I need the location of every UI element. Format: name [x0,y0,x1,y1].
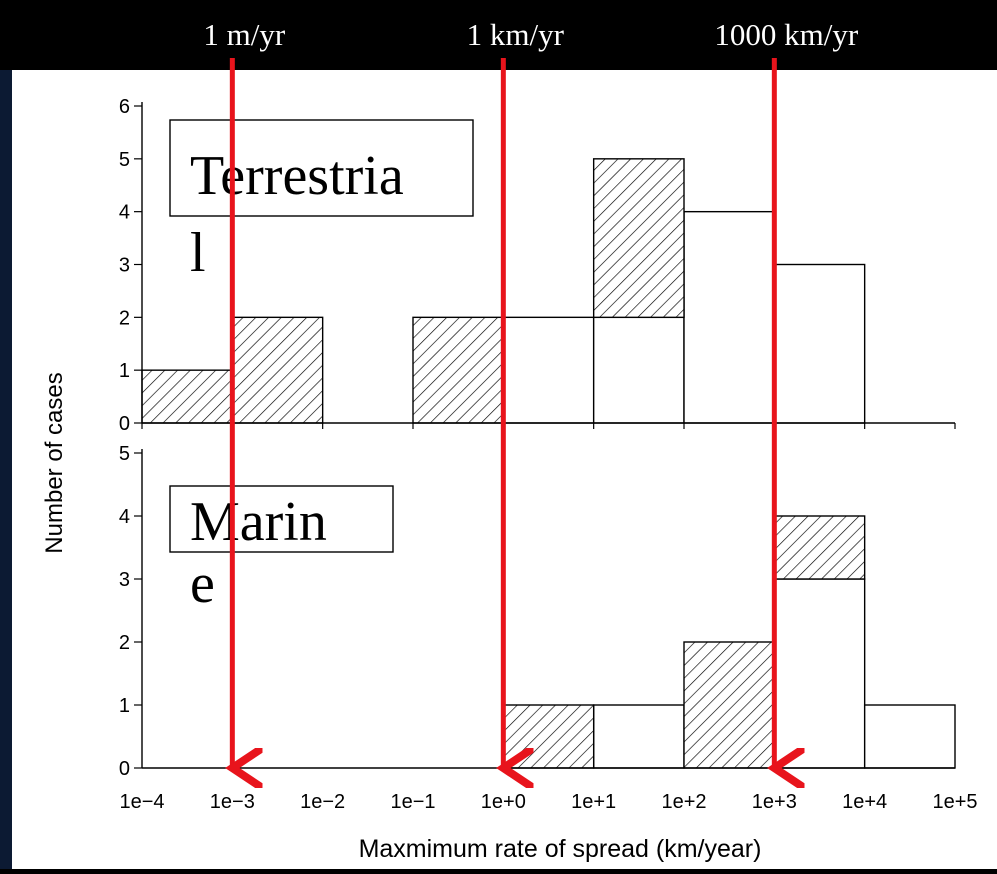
y-tick-label: 2 [119,632,130,654]
left-edge-shade [0,70,12,869]
bar-open [592,316,685,424]
y-tick-label: 5 [119,149,130,171]
panel-label-box [169,485,394,553]
bar-hatched [231,316,324,424]
y-tick-label: 2 [119,307,130,329]
x-tick-label: 1e−3 [210,791,255,813]
x-axis: 1e−4 1e−3 1e−2 1e−1 1e+0 1e+1 1e+2 1e+3 1e+4 1e+5 [119,791,977,813]
rate-marker-label: 1 km/yr [467,17,565,52]
histogram-panels: 0 1 2 3 4 5 6 0 1 2 3 4 5 [119,96,956,780]
x-axis-label: Maxmimum rate of spread (km/year) [359,835,762,863]
y-tick-label: 3 [119,255,130,277]
panel-2: 0 1 2 3 4 5 [119,443,956,780]
x-tick-label: 1e+1 [571,791,616,813]
panel-label: Terrestria l [190,145,404,284]
bar-open [773,578,866,769]
y-tick-label: 6 [119,96,130,118]
bar-open [773,263,866,424]
y-tick-label: 3 [119,569,130,591]
bar-open [683,210,776,424]
x-tick-label: 1e−4 [119,791,164,813]
y-tick-label: 4 [119,506,130,528]
y-tick-label: 1 [119,695,130,717]
x-tick-label: 1e+2 [661,791,706,813]
y-axis-label: Number of cases [41,372,68,553]
x-tick-label: 1e−1 [390,791,435,813]
bar-hatched [141,369,234,424]
panel-label-box [169,119,474,217]
x-tick-label: 1e+5 [932,791,977,813]
x-tick-label: 1e+0 [481,791,526,813]
y-tick-label: 4 [119,202,130,224]
panel-label: Marin e [190,491,327,615]
bar-open [592,704,685,769]
y-tick-label: 1 [119,360,130,382]
rate-marker-label: 1000 km/yr [714,17,858,52]
x-tick-label: 1e+3 [752,791,797,813]
bar-hatched [502,704,595,769]
bar-hatched [773,515,866,580]
panel-labels: Terrestria l Marin e [169,119,474,615]
bar-hatched [412,316,505,424]
bar-hatched [683,641,776,769]
rate-markers: 1 m/yr 1 km/yr 1000 km/yr [203,17,859,768]
y-tick-label: 5 [119,443,130,465]
bar-open [502,316,595,424]
bar-open [863,704,956,769]
panel-1: 0 1 2 3 4 5 6 [119,96,956,435]
y-tick-label: 0 [119,413,130,435]
rate-marker-label: 1 m/yr [203,17,285,52]
x-tick-label: 1e−2 [300,791,345,813]
x-tick-label: 1e+4 [842,791,887,813]
y-tick-label: 0 [119,758,130,780]
bar-hatched [592,158,685,319]
